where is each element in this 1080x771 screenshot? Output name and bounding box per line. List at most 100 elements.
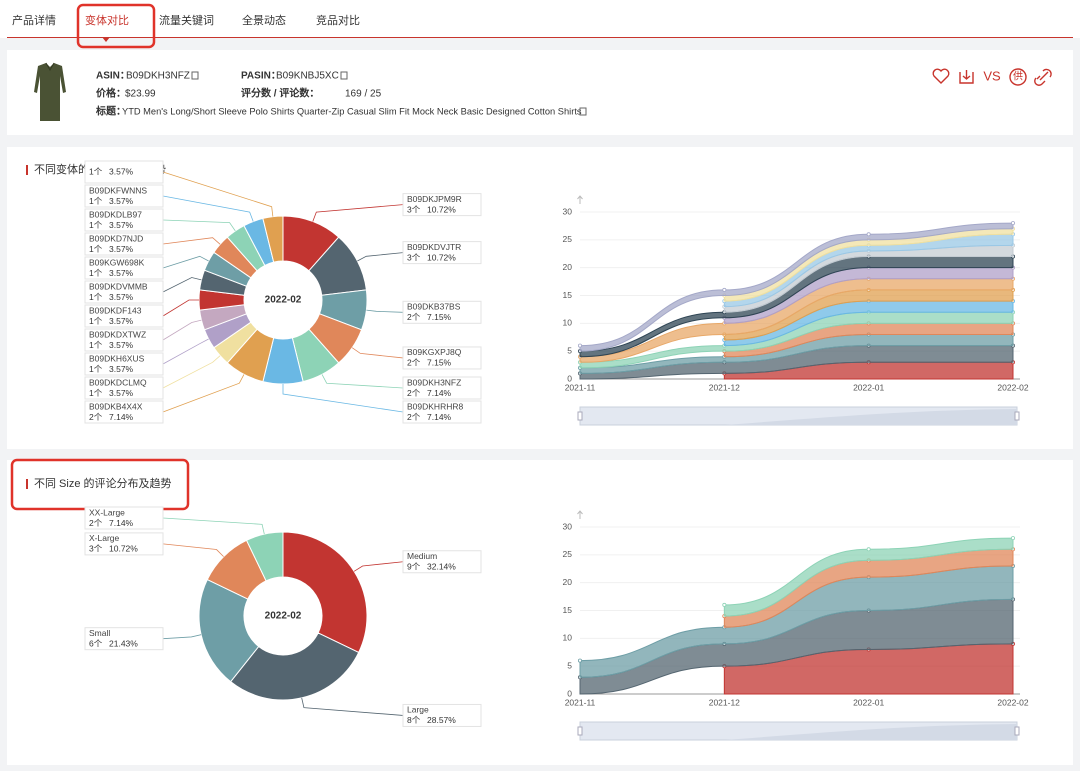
x-tick-label: 2021-12: [709, 382, 740, 392]
pie-label-count: 1个: [89, 364, 103, 374]
pie-label-name: B09DKDXTWZ: [89, 329, 146, 339]
x-tick-label: 2022-01: [853, 382, 884, 392]
leader-line: [162, 374, 245, 413]
supplier-icon[interactable]: [1009, 68, 1027, 86]
tab[interactable]: 流量关键词: [159, 13, 214, 27]
tab[interactable]: 产品详情: [12, 13, 56, 27]
pie-label-percent: 10.72%: [109, 544, 138, 554]
pie-label-count: 1个: [89, 196, 103, 206]
pie-label-count: 6个: [89, 638, 103, 648]
label-box: [84, 280, 164, 304]
y-tick-label: 10: [563, 318, 573, 328]
leader-line: [162, 634, 202, 640]
pie-label-name: B09DKD7NJD: [89, 233, 143, 243]
vs-button[interactable]: VS: [983, 68, 1001, 83]
copy-icon[interactable]: [340, 71, 348, 80]
tab[interactable]: 竞品对比: [316, 13, 360, 27]
pie-label-count: 3个: [407, 204, 421, 214]
leader-line: [162, 355, 221, 389]
leader-line: [321, 374, 404, 389]
y-tick-label: 20: [563, 262, 573, 272]
pie-label-name: B09KGW698K: [89, 257, 145, 267]
x-tick-label: 2021-11: [565, 697, 596, 707]
data-point: [722, 287, 727, 292]
pie-label-count: 9个: [407, 561, 421, 571]
pie-label-count: 3个: [89, 544, 103, 554]
y-tick-label: 30: [563, 521, 573, 531]
label-box: [84, 376, 164, 400]
y-tick-label: 25: [563, 549, 573, 559]
pie-label-name: B09DKJPM9R: [407, 194, 462, 204]
label-box: [84, 532, 164, 556]
pie-label-count: 2个: [407, 312, 421, 322]
y-axis-arrow: [577, 195, 583, 204]
highlight-box: [76, 3, 156, 49]
tab[interactable]: 全景动态: [242, 13, 286, 27]
pie-label-count: 1个: [89, 166, 103, 176]
product-card: [7, 50, 1073, 135]
pie-label-percent: 7.14%: [427, 412, 452, 422]
x-tick-label: 2021-12: [709, 697, 740, 707]
leader-line: [162, 171, 274, 217]
data-point: [1011, 221, 1016, 226]
data-point: [866, 232, 871, 237]
pie-label-percent: 7.14%: [109, 518, 134, 528]
download-icon[interactable]: [959, 70, 974, 84]
leader-line: [162, 195, 254, 222]
y-tick-label: 0: [567, 373, 572, 383]
pie-label-name: B09KGXPJ8Q: [407, 347, 462, 357]
leader-line: [162, 338, 209, 365]
data-point: [1011, 536, 1016, 541]
label-box: [84, 328, 164, 352]
label-box: [84, 304, 164, 328]
pie-label-name: B09DKDF143: [89, 305, 142, 315]
data-point: [578, 658, 583, 663]
label-box: [84, 160, 164, 184]
pie-label-name: Small: [89, 628, 110, 638]
label-box: [402, 703, 482, 727]
zoom-handle[interactable]: [1014, 726, 1020, 736]
pie-label-count: 1个: [89, 268, 103, 278]
pie-label-name: B09DKDCLMQ: [89, 377, 147, 387]
y-tick-label: 30: [563, 206, 573, 216]
pie-label-percent: 3.57%: [109, 220, 134, 230]
tab[interactable]: 变体对比: [85, 13, 129, 27]
leader-line: [357, 252, 404, 262]
pie-label-count: 3个: [407, 252, 421, 262]
product-title: YTD Men's Long/Short Sleeve Polo Shirts …: [122, 106, 582, 116]
leader-line: [162, 255, 209, 269]
copy-icon[interactable]: [579, 107, 587, 116]
pie-label-count: 1个: [89, 292, 103, 302]
y-tick-label: 15: [563, 290, 573, 300]
pie-label-percent: 3.57%: [109, 340, 134, 350]
label-box: [84, 400, 164, 424]
zoom-handle[interactable]: [577, 411, 583, 421]
zoom-handle[interactable]: [1014, 411, 1020, 421]
pie-label-count: 2个: [89, 412, 103, 422]
y-tick-label: 15: [563, 605, 573, 615]
pie-label-name: B09DKDVJTR: [407, 242, 461, 252]
label-box: [84, 627, 164, 651]
copy-icon[interactable]: [191, 71, 199, 80]
pie-label-percent: 21.43%: [109, 638, 138, 648]
leader-line: [162, 237, 221, 245]
label-box: [402, 241, 482, 265]
x-tick-label: 2022-02: [997, 697, 1028, 707]
pie-label-percent: 3.57%: [109, 364, 134, 374]
pie-label-percent: 32.14%: [427, 561, 456, 571]
asin: B09DKH3NFZ: [126, 71, 190, 82]
zoom-preview: [725, 409, 1017, 425]
pie-label-name: Large: [407, 705, 429, 715]
zoom-handle[interactable]: [577, 726, 583, 736]
link-icon[interactable]: [1034, 68, 1052, 86]
pie-label-name: XX-Large: [89, 507, 125, 517]
y-tick-label: 5: [567, 660, 572, 670]
y-tick-label: 20: [563, 577, 573, 587]
pie-label-count: 1个: [89, 220, 103, 230]
label-box: [84, 352, 164, 376]
pie-label-percent: 7.14%: [109, 412, 134, 422]
pie-label-count: 2个: [407, 388, 421, 398]
pie-label-count: 1个: [89, 316, 103, 326]
favorite-icon[interactable]: [932, 68, 950, 84]
